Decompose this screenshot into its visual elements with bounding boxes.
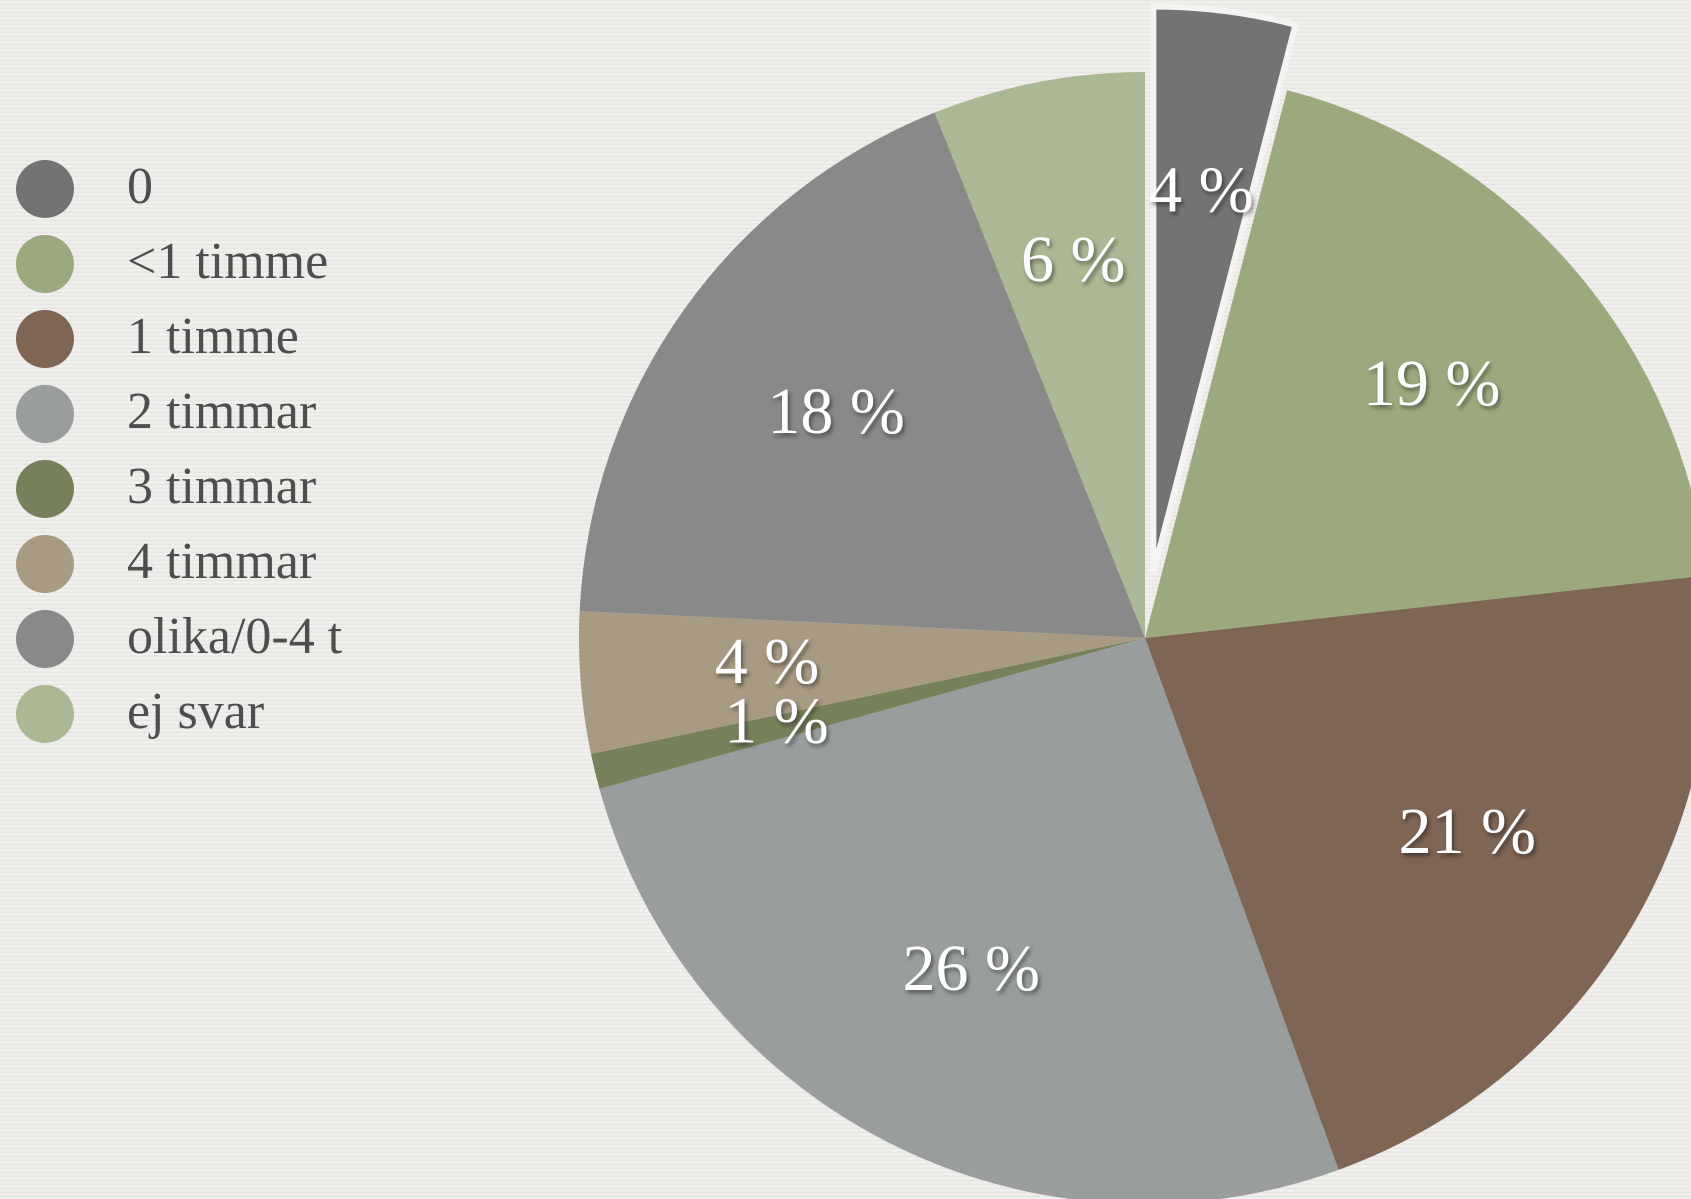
slice-label: 1 % [724,685,828,758]
slice-label: 4 % [715,625,819,698]
legend-label: 4 timmar [127,533,316,590]
slice-label: 4 % [1149,154,1253,227]
legend-label: 1 timme [127,308,299,365]
legend-label: 0 [127,158,153,215]
legend-swatch [16,160,74,218]
legend-swatch [16,460,74,518]
legend-swatch [16,535,74,593]
legend-swatch [16,610,74,668]
legend-label: <1 timme [127,233,328,290]
legend-label: 2 timmar [127,383,316,440]
slice-label: 6 % [1021,223,1125,296]
pie-slice [579,611,1145,754]
legend-label: ej svar [127,683,264,740]
slice-label: 19 % [1363,347,1500,420]
pie [579,3,1691,1199]
slice-label: 21 % [1398,795,1535,868]
legend-swatch [16,235,74,293]
legend-swatch [16,385,74,443]
legend-swatch [16,310,74,368]
legend-label: 3 timmar [127,458,316,515]
slice-labels: 4 %19 %21 %26 %1 %4 %18 %6 % [715,154,1536,1006]
pie-slice [579,112,1145,638]
pie-slice [934,72,1145,638]
slice-label: 18 % [767,375,904,448]
pie-slice [599,638,1339,1199]
pie-slice [590,638,1145,789]
legend-swatch [16,685,74,743]
slice-label: 26 % [902,932,1039,1005]
legend-label: olika/0-4 t [127,608,343,665]
pie-slice [1145,577,1691,1170]
pie-slice [1150,3,1300,574]
pie-slice [1145,90,1691,638]
legend: 0 <1 timme 1 timme 2 timmar 3 timmar 4 timmar… [16,158,343,743]
